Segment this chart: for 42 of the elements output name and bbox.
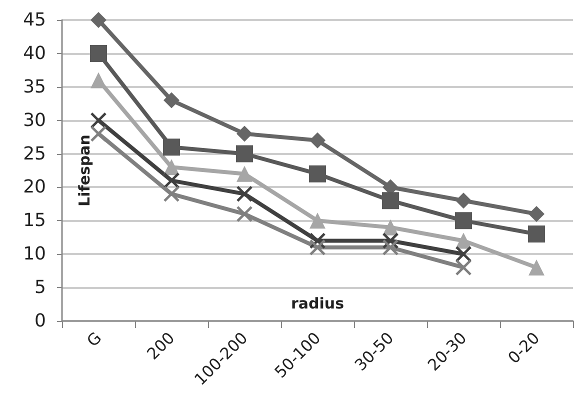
- x-axis-title: radius: [290, 294, 344, 312]
- y-axis-title: Lifespan: [76, 134, 94, 206]
- point: [163, 186, 180, 202]
- point: [382, 239, 399, 256]
- point: [455, 259, 472, 276]
- point: [456, 192, 472, 209]
- point: [164, 159, 180, 176]
- point: [164, 92, 180, 108]
- point: [309, 165, 326, 182]
- x-tick-label: 200: [143, 328, 178, 364]
- y-tick-label: 15: [23, 210, 46, 232]
- point: [382, 192, 399, 210]
- point: [236, 166, 252, 182]
- y-tick-label: 45: [23, 10, 46, 30]
- y-tick-label: 40: [23, 42, 46, 64]
- point: [236, 186, 253, 202]
- point: [90, 44, 107, 62]
- point: [90, 72, 106, 88]
- point: [456, 232, 472, 249]
- point: [528, 206, 544, 222]
- y-tick-label: 25: [23, 143, 46, 164]
- point: [528, 226, 545, 243]
- y-tick-label: 35: [23, 76, 46, 98]
- point: [528, 259, 544, 276]
- y-tick-label: 5: [34, 277, 46, 298]
- x-tick-label: G: [83, 328, 106, 350]
- point: [90, 12, 106, 28]
- point: [310, 132, 326, 148]
- point: [309, 239, 326, 256]
- point: [236, 126, 252, 142]
- point: [163, 172, 180, 189]
- point: [455, 212, 472, 230]
- y-tick-label: 0: [34, 310, 46, 332]
- y-tick-label: 10: [23, 244, 46, 265]
- point: [310, 212, 326, 229]
- y-tick-label: 20: [23, 176, 46, 198]
- point: [90, 112, 107, 129]
- y-tick-label: 30: [23, 110, 46, 131]
- point: [236, 206, 253, 222]
- point: [455, 246, 472, 262]
- point: [163, 138, 180, 156]
- point: [236, 145, 253, 162]
